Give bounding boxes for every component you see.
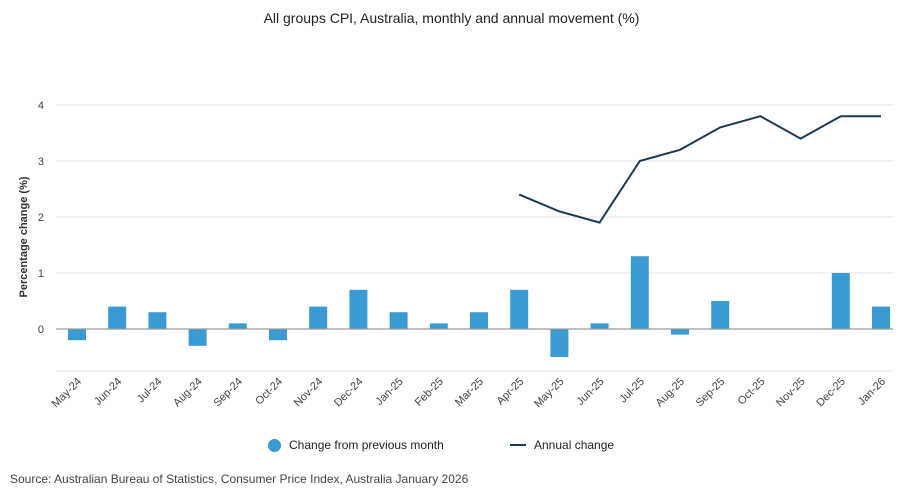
y-tick-label: 2: [38, 212, 44, 224]
x-tick-label: May-25: [532, 376, 566, 410]
bar: [630, 256, 649, 329]
bar: [148, 312, 167, 329]
x-tick-label: Dec-24: [332, 376, 366, 410]
y-tick-label: 4: [38, 100, 44, 112]
bar: [590, 323, 609, 329]
x-tick-label: Aug-24: [171, 376, 205, 410]
bar: [108, 306, 127, 329]
x-tick-label: May-24: [50, 376, 84, 410]
bar: [550, 329, 569, 357]
x-tick-label: Feb-25: [413, 376, 446, 409]
y-tick-label: 0: [38, 324, 44, 336]
annual-line: [518, 115, 881, 224]
chart-title: All groups CPI, Australia, monthly and a…: [263, 10, 640, 26]
x-tick-label: Sep-24: [211, 376, 245, 410]
legend-item-annual: Annual change: [510, 438, 614, 452]
bar: [872, 306, 890, 329]
x-tick-label: Mar-25: [453, 376, 486, 409]
bar: [429, 323, 448, 329]
legend-item-monthly: Change from previous month: [268, 438, 444, 452]
x-tick-label: Sep-25: [694, 376, 728, 410]
bar: [831, 273, 850, 329]
x-tick-label: Nov-24: [292, 376, 326, 410]
source-note: Source: Australian Bureau of Statistics,…: [10, 472, 469, 486]
y-tick-label: 3: [38, 156, 44, 168]
y-tick-label: 1: [38, 268, 44, 280]
bar: [228, 323, 247, 329]
x-tick-label: Oct-24: [253, 376, 285, 408]
bar: [269, 329, 287, 341]
x-tick-label: Apr-25: [494, 376, 526, 408]
x-tick-label: Jan-26: [856, 376, 888, 408]
legend-label: Annual change: [534, 438, 615, 452]
x-tick-label: Jul-25: [617, 376, 647, 406]
y-axis-label: Percentage change (%): [18, 176, 30, 297]
x-tick-label: Jul-24: [135, 376, 165, 406]
bar: [188, 329, 207, 346]
bar: [711, 301, 730, 329]
legend-label: Change from previous month: [289, 438, 444, 452]
x-tick-label: Aug-25: [654, 376, 688, 410]
bar: [671, 329, 689, 335]
x-tick-label: Nov-25: [774, 376, 808, 410]
bar: [349, 289, 368, 329]
bar: [389, 312, 408, 329]
bar: [68, 329, 86, 341]
legend-marker-line: [510, 444, 526, 446]
bar: [510, 289, 529, 329]
x-tick-label: Jan-25: [373, 376, 405, 408]
x-tick-label: Jun-25: [574, 376, 606, 408]
x-tick-label: Dec-25: [814, 376, 848, 410]
x-tick-label: Jun-24: [92, 376, 124, 408]
x-tick-label: Oct-25: [736, 376, 768, 408]
legend-marker-circle: [268, 438, 281, 452]
bar: [309, 306, 328, 329]
bar: [470, 312, 488, 329]
